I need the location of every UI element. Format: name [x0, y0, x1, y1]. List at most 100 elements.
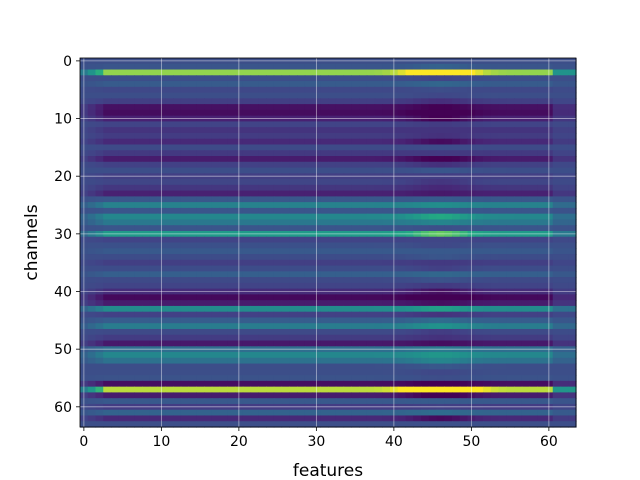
heatmap-cell	[552, 207, 562, 215]
heatmap-cell	[219, 121, 228, 128]
heatmap-cell	[227, 328, 236, 336]
heatmap-cell	[165, 242, 174, 249]
heatmap-cell	[444, 213, 453, 221]
heatmap-cell	[188, 357, 197, 365]
heatmap-cell	[413, 271, 422, 278]
heatmap-cell	[258, 109, 267, 117]
heatmap-cell	[483, 121, 492, 128]
heatmap-cell	[304, 63, 314, 71]
heatmap-cell	[87, 81, 97, 88]
heatmap-cell	[227, 265, 236, 272]
heatmap-cell	[281, 369, 290, 376]
heatmap-cell	[87, 138, 97, 146]
heatmap-cell	[273, 409, 283, 417]
heatmap-cell	[521, 271, 531, 278]
heatmap-cell	[560, 109, 569, 117]
heatmap-cell	[560, 150, 569, 157]
heatmap-cell	[529, 167, 538, 174]
heatmap-cell	[568, 202, 577, 209]
heatmap-cell	[436, 282, 445, 290]
heatmap-cell	[289, 207, 298, 215]
heatmap-cell	[165, 352, 174, 359]
heatmap-cell	[304, 207, 314, 215]
heatmap-cell	[118, 357, 128, 365]
heatmap-cell	[421, 265, 430, 272]
heatmap-cell	[568, 167, 577, 174]
heatmap-cell	[142, 161, 151, 169]
heatmap-cell	[413, 363, 422, 370]
heatmap-cell	[118, 242, 128, 249]
heatmap-cell	[180, 196, 190, 203]
heatmap-cell	[103, 144, 112, 151]
heatmap-cell	[165, 69, 174, 76]
heatmap-cell	[111, 213, 120, 221]
heatmap-cell	[366, 207, 376, 215]
heatmap-cell	[444, 104, 453, 111]
heatmap-cell	[475, 363, 484, 370]
heatmap-cell	[111, 259, 120, 267]
heatmap-cell	[111, 317, 120, 324]
heatmap-cell	[483, 363, 492, 370]
heatmap-cell	[87, 121, 97, 128]
heatmap-cell	[219, 196, 228, 203]
heatmap-cell	[204, 421, 213, 428]
heatmap-cell	[529, 138, 538, 146]
heatmap-cell	[436, 340, 445, 347]
heatmap-cell	[359, 213, 368, 221]
heatmap-cell	[211, 167, 221, 174]
heatmap-cell	[359, 236, 368, 244]
heatmap-cell	[552, 254, 562, 261]
heatmap-cell	[250, 340, 259, 347]
heatmap-cell	[397, 179, 407, 186]
heatmap-cell	[374, 196, 383, 203]
heatmap-cell	[219, 305, 228, 313]
heatmap-cell	[111, 104, 120, 111]
heatmap-cell	[204, 375, 213, 382]
heatmap-cell	[568, 138, 577, 146]
heatmap-cell	[436, 75, 445, 82]
heatmap-cell	[366, 179, 376, 186]
heatmap-cell	[444, 328, 453, 336]
heatmap-cell	[444, 127, 453, 134]
heatmap-cell	[103, 271, 112, 278]
heatmap-cell	[521, 398, 531, 405]
heatmap-cell	[165, 265, 174, 272]
heatmap-cell	[459, 225, 469, 232]
heatmap-cell	[87, 156, 97, 163]
heatmap-cell	[196, 409, 205, 417]
heatmap-cell	[335, 190, 345, 197]
heatmap-cell	[242, 190, 252, 197]
heatmap-cell	[196, 150, 205, 157]
heatmap-cell	[459, 277, 469, 284]
heatmap-cell	[521, 86, 531, 94]
heatmap-cell	[87, 219, 97, 226]
heatmap-cell	[452, 323, 461, 330]
heatmap-cell	[506, 138, 515, 146]
heatmap-cell	[537, 386, 546, 394]
heatmap-cell	[281, 392, 290, 399]
heatmap-cell	[529, 277, 538, 284]
heatmap-cell	[219, 98, 228, 105]
heatmap-cell	[552, 196, 562, 203]
heatmap-cell	[490, 92, 500, 99]
heatmap-cell	[529, 282, 538, 290]
heatmap-cell	[521, 248, 531, 255]
heatmap-cell	[506, 277, 515, 284]
heatmap-cell	[297, 207, 306, 215]
heatmap-cell	[180, 75, 190, 82]
heatmap-cell	[173, 69, 182, 76]
heatmap-cell	[537, 392, 546, 399]
heatmap-cell	[568, 317, 577, 324]
heatmap-cell	[134, 225, 143, 232]
heatmap-cell	[297, 179, 306, 186]
heatmap-cell	[374, 317, 383, 324]
heatmap-cell	[250, 150, 259, 157]
heatmap-cell	[421, 369, 430, 376]
heatmap-cell	[134, 81, 143, 88]
heatmap-cell	[498, 75, 507, 82]
heatmap-cell	[211, 323, 221, 330]
heatmap-cell	[258, 69, 267, 76]
heatmap-cell	[320, 179, 329, 186]
heatmap-cell	[514, 271, 523, 278]
heatmap-cell	[103, 121, 112, 128]
